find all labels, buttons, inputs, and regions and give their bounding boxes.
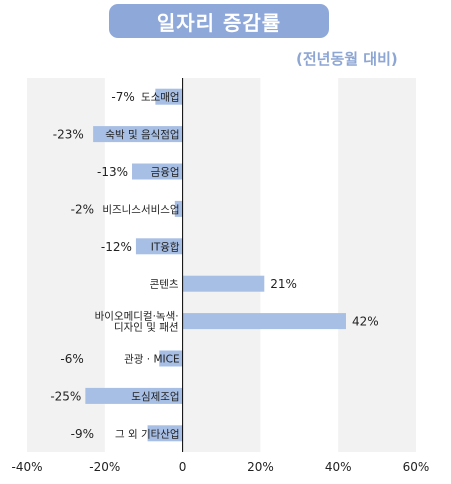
x-tick-label: -20% [89, 460, 120, 474]
value-label: -25% [50, 389, 81, 403]
chart-subtitle: (전년동월 대비) [296, 50, 398, 68]
x-tick-label: 40% [325, 460, 352, 474]
value-label: -7% [111, 90, 134, 104]
value-label: -6% [60, 352, 83, 366]
chart-title: 일자리 증감률 [156, 10, 282, 35]
bar [135, 238, 183, 255]
shaded-band [338, 78, 416, 452]
category-label: 디자인 및 패션 [114, 322, 179, 334]
value-label: -12% [101, 240, 132, 254]
bars-layer [85, 88, 346, 442]
bar [85, 387, 183, 404]
bar [182, 275, 265, 292]
category-label: 도심제조업 [131, 390, 179, 403]
category-label: 콘텐츠 [150, 279, 179, 291]
category-label: IT융합 [151, 241, 180, 253]
x-tick-label: -40% [11, 460, 42, 474]
value-labels: -7% -23% -13% -2% -12% 21% 42% -6% -25% -9% [50, 90, 378, 441]
x-tick-label: 60% [403, 460, 430, 474]
shaded-band [182, 78, 261, 452]
category-label: 금융업 [151, 166, 180, 179]
x-tick-label: 0 [179, 460, 187, 474]
x-axis-tick-labels: -40% -20% 0 20% 40% 60% [11, 460, 429, 474]
background-bands [27, 78, 416, 452]
bar [155, 88, 183, 105]
category-label: 관광 · MICE [124, 354, 179, 366]
bar [147, 425, 183, 442]
category-label: 도소매업 [141, 91, 180, 104]
category-label: 바이오메디컬·녹색· [95, 310, 179, 323]
value-label: -13% [97, 165, 128, 179]
x-tick-label: 20% [247, 460, 274, 474]
bar [182, 313, 346, 330]
category-label: 비즈니스서비스업 [102, 203, 179, 216]
bar [174, 200, 183, 217]
bar [159, 350, 183, 367]
bar [93, 126, 183, 143]
category-label: 숙박 및 음식점업 [105, 128, 179, 141]
value-label: -9% [71, 427, 94, 441]
bar [132, 163, 183, 180]
value-label: 42% [352, 315, 379, 329]
category-label: 그 외 기타산업 [115, 427, 180, 440]
chart-title-badge: 일자리 증감률 [109, 4, 329, 38]
value-label: -2% [71, 202, 94, 216]
value-label: -23% [53, 128, 84, 142]
value-label: 21% [270, 277, 297, 291]
